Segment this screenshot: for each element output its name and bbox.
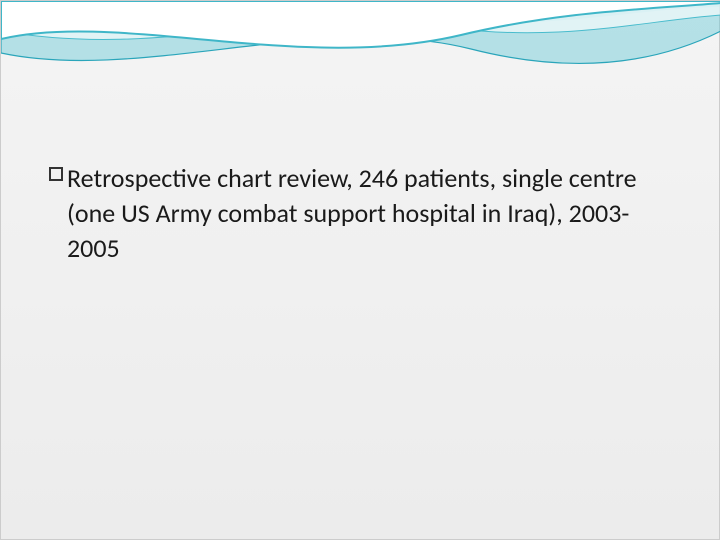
wave-svg: [1, 1, 720, 91]
square-bullet-icon: [49, 167, 63, 181]
bullet-item: Retrospective chart review, 246 patients…: [49, 161, 671, 266]
bullet-text: Retrospective chart review, 246 patients…: [67, 161, 671, 266]
header-wave-decoration: [1, 1, 720, 91]
content-area: Retrospective chart review, 246 patients…: [49, 161, 671, 266]
slide: Retrospective chart review, 246 patients…: [0, 0, 720, 540]
